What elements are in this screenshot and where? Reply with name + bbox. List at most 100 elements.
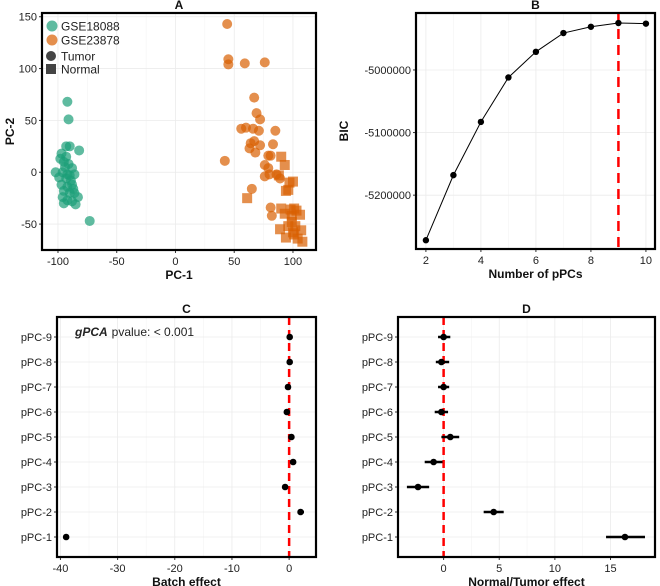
effect-point	[281, 483, 289, 491]
data-point-circle	[54, 172, 65, 183]
y-tick-label: 150	[19, 12, 37, 24]
panel-title: D	[522, 302, 531, 316]
data-point-circle	[70, 199, 81, 210]
data-point-circle	[239, 58, 250, 69]
data-point-square	[242, 193, 253, 204]
data-point-circle	[58, 198, 69, 209]
data-point-circle	[253, 125, 264, 136]
legend-swatch-square	[46, 64, 56, 74]
data-point-circle	[265, 202, 276, 213]
y-axis-title: PC-2	[3, 118, 17, 146]
effect-point	[440, 333, 447, 341]
data-point-circle	[64, 141, 75, 152]
gpca-method-label: gPCA	[74, 325, 108, 339]
panel-a: -100 -50 0 50 100 -50 0 50 100 150 A PC-1 PC-2 GSE180…	[3, 0, 318, 282]
y-tick-label: pPC-4	[362, 457, 393, 469]
data-point-square	[290, 221, 301, 232]
data-point-circle	[68, 183, 79, 194]
y-tick-label: -50	[21, 219, 37, 231]
y-tick-label: 50	[25, 115, 37, 127]
x-tick-label: 0	[286, 563, 292, 575]
y-tick-label: -5000000	[365, 65, 412, 77]
data-point-circle	[64, 170, 75, 181]
data-point-square	[287, 176, 298, 187]
y-tick-label: pPC-9	[21, 332, 52, 344]
data-point-circle	[249, 92, 260, 103]
series-gse18088-tumor	[50, 96, 95, 226]
data-point-square	[287, 227, 298, 238]
data-point-circle	[60, 162, 71, 173]
y-tick-label: pPC-1	[362, 532, 393, 544]
x-tick-label: 6	[533, 255, 539, 267]
x-tick-label: -100	[47, 256, 69, 268]
x-tick-label: 4	[478, 255, 484, 267]
x-tick-label: 10	[640, 255, 652, 267]
y-tick-label: 0	[31, 167, 37, 179]
x-tick-label: -30	[110, 563, 126, 575]
y-tick-label: pPC-6	[21, 407, 52, 419]
data-point-circle	[259, 171, 270, 182]
data-point-square	[295, 209, 306, 220]
effect-point	[446, 433, 454, 441]
data-point-circle	[266, 210, 277, 221]
y-tick-label: pPC-7	[362, 382, 393, 394]
x-tick-label: -40	[52, 563, 68, 575]
data-point-square	[279, 208, 290, 219]
y-tick-label: pPC-1	[21, 532, 52, 544]
panel-c: -40 -30 -20 -10 0 pPC-1 pPC-2 pPC-3 pPC-4 pPC-5 pP…	[21, 302, 318, 586]
data-point	[560, 29, 567, 37]
effect-point	[297, 508, 304, 516]
x-axis-title: Normal/Tumor effect	[468, 575, 584, 586]
data-point-circle	[222, 18, 233, 29]
y-tick-label: pPC-6	[362, 407, 393, 419]
x-axis-title: Number of pPCs	[488, 267, 582, 281]
x-tick-label: 15	[604, 563, 616, 575]
series-gse23878-tumor	[219, 18, 286, 221]
legend-swatch	[46, 20, 58, 32]
data-point-square	[286, 210, 297, 221]
effect-point	[438, 408, 445, 416]
panel-title: C	[182, 302, 191, 316]
data-point-circle	[265, 150, 276, 161]
data-point-square	[283, 221, 294, 232]
plot-border	[414, 11, 657, 251]
y-tick-label: -5100000	[365, 128, 412, 140]
x-axis-title: PC-1	[165, 268, 193, 282]
data-point	[532, 48, 540, 56]
data-point-circle	[74, 145, 85, 156]
data-point	[450, 171, 457, 179]
x-tick-label: 10	[549, 563, 561, 575]
x-tick-label: -10	[224, 563, 240, 575]
effect-point	[283, 408, 291, 416]
y-tick-label: pPC-4	[21, 457, 52, 469]
panel-title: A	[175, 0, 184, 12]
effect-point	[284, 383, 292, 391]
y-tick-label: pPC-5	[362, 432, 393, 444]
data-point	[642, 20, 650, 27]
legend-label: Normal	[61, 63, 100, 77]
gpca-annotation: gPCA pvalue: < 0.001	[74, 325, 194, 339]
data-point-circle	[267, 139, 278, 150]
effect-point	[289, 458, 297, 466]
data-point-square	[279, 159, 290, 170]
legend-label: Tumor	[61, 50, 95, 64]
data-point-square	[275, 224, 286, 235]
data-point-circle	[62, 96, 73, 107]
effect-point	[414, 483, 422, 491]
x-tick-label: -50	[109, 256, 125, 268]
effect-point	[621, 533, 629, 541]
data-point-square	[276, 151, 287, 162]
data-point	[422, 237, 430, 244]
panel-b: 2 4 6 8 10 -5200000 -5100000 -5000000 B Number of…	[337, 0, 657, 281]
y-tick-label: pPC-7	[21, 382, 52, 394]
data-point-circle	[255, 114, 266, 125]
effect-point	[440, 383, 447, 391]
data-point-circle	[63, 114, 74, 125]
legend-swatch	[46, 34, 58, 46]
panel-title: B	[531, 0, 540, 12]
panel-d: 0 5 10 15 pPC-1 pPC-2 pPC-3 pPC-4 pPC-5 pPC-6 pPC-…	[362, 302, 657, 586]
y-tick-label: pPC-2	[362, 507, 393, 519]
effect-point	[490, 508, 497, 516]
x-tick-label: 8	[588, 255, 594, 267]
